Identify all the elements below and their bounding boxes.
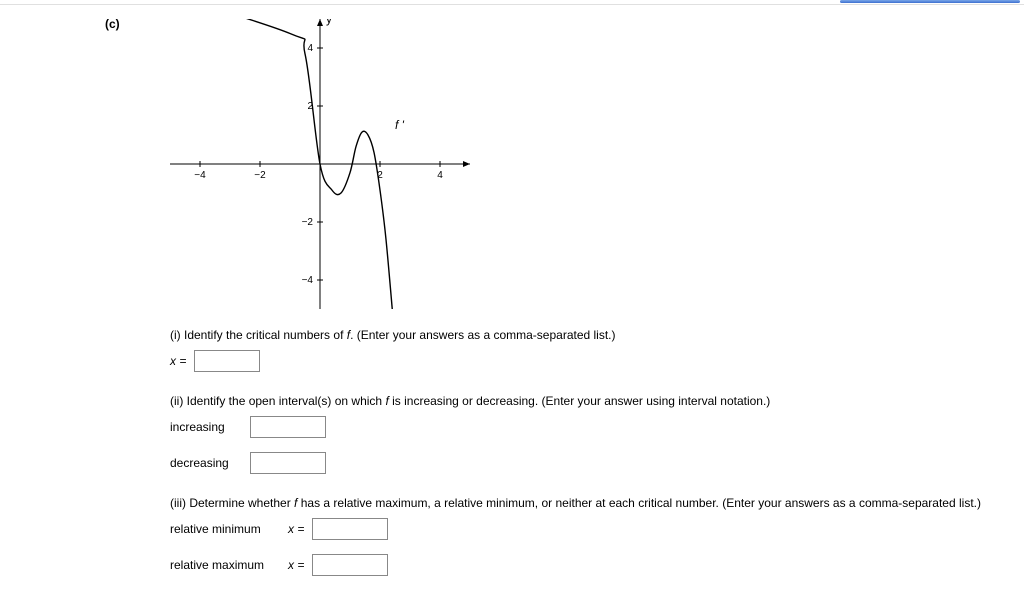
q1-input-row: x = — [170, 350, 1004, 372]
svg-text:y: y — [326, 19, 332, 26]
q1-text-a: (i) Identify the critical numbers of — [170, 328, 347, 342]
q3-min-input[interactable] — [312, 518, 388, 540]
svg-text:−4: −4 — [194, 170, 206, 181]
q3-min-row: relative minimum x = — [170, 518, 1004, 540]
questions-block: (i) Identify the critical numbers of f. … — [170, 328, 1004, 576]
q3-text-a: (iii) Determine whether — [170, 496, 294, 510]
q1-input[interactable] — [194, 350, 260, 372]
q1-text-b: . (Enter your answers as a comma-separat… — [350, 328, 615, 342]
page: (c) −4−224−4−224xyf ' (i) Identify the c… — [0, 5, 1024, 606]
q2-increasing-label: increasing — [170, 420, 242, 434]
q3-max-input[interactable] — [312, 554, 388, 576]
q1-var-label: x = — [170, 354, 186, 368]
top-bar — [0, 0, 1024, 5]
svg-text:−2: −2 — [254, 170, 266, 181]
svg-text:−4: −4 — [302, 275, 314, 286]
q2-decreasing-label: decreasing — [170, 456, 242, 470]
q2-text-b: is increasing or decreasing. (Enter your… — [389, 394, 771, 408]
q2-text-a: (ii) Identify the open interval(s) on wh… — [170, 394, 385, 408]
svg-text:f ': f ' — [395, 118, 405, 132]
q2-decreasing-input[interactable] — [250, 452, 326, 474]
q2-decreasing-row: decreasing — [170, 452, 1004, 474]
q2-prompt: (ii) Identify the open interval(s) on wh… — [170, 394, 1004, 408]
q2-increasing-input[interactable] — [250, 416, 326, 438]
q3-max-row: relative maximum x = — [170, 554, 1004, 576]
q3-text-b: has a relative maximum, a relative minim… — [297, 496, 981, 510]
q3-max-var: x = — [288, 558, 304, 572]
graph-container: −4−224−4−224xyf ' — [170, 19, 1004, 312]
q3-min-var: x = — [288, 522, 304, 536]
q3-min-label: relative minimum — [170, 522, 280, 536]
svg-text:4: 4 — [307, 43, 313, 54]
q2-increasing-row: increasing — [170, 416, 1004, 438]
q3-max-label: relative maximum — [170, 558, 280, 572]
derivative-graph: −4−224−4−224xyf ' — [170, 19, 470, 309]
top-blue-strip — [840, 0, 1020, 3]
svg-text:4: 4 — [437, 170, 443, 181]
q1-prompt: (i) Identify the critical numbers of f. … — [170, 328, 1004, 342]
svg-text:−2: −2 — [302, 217, 314, 228]
q3-prompt: (iii) Determine whether f has a relative… — [170, 496, 1004, 510]
